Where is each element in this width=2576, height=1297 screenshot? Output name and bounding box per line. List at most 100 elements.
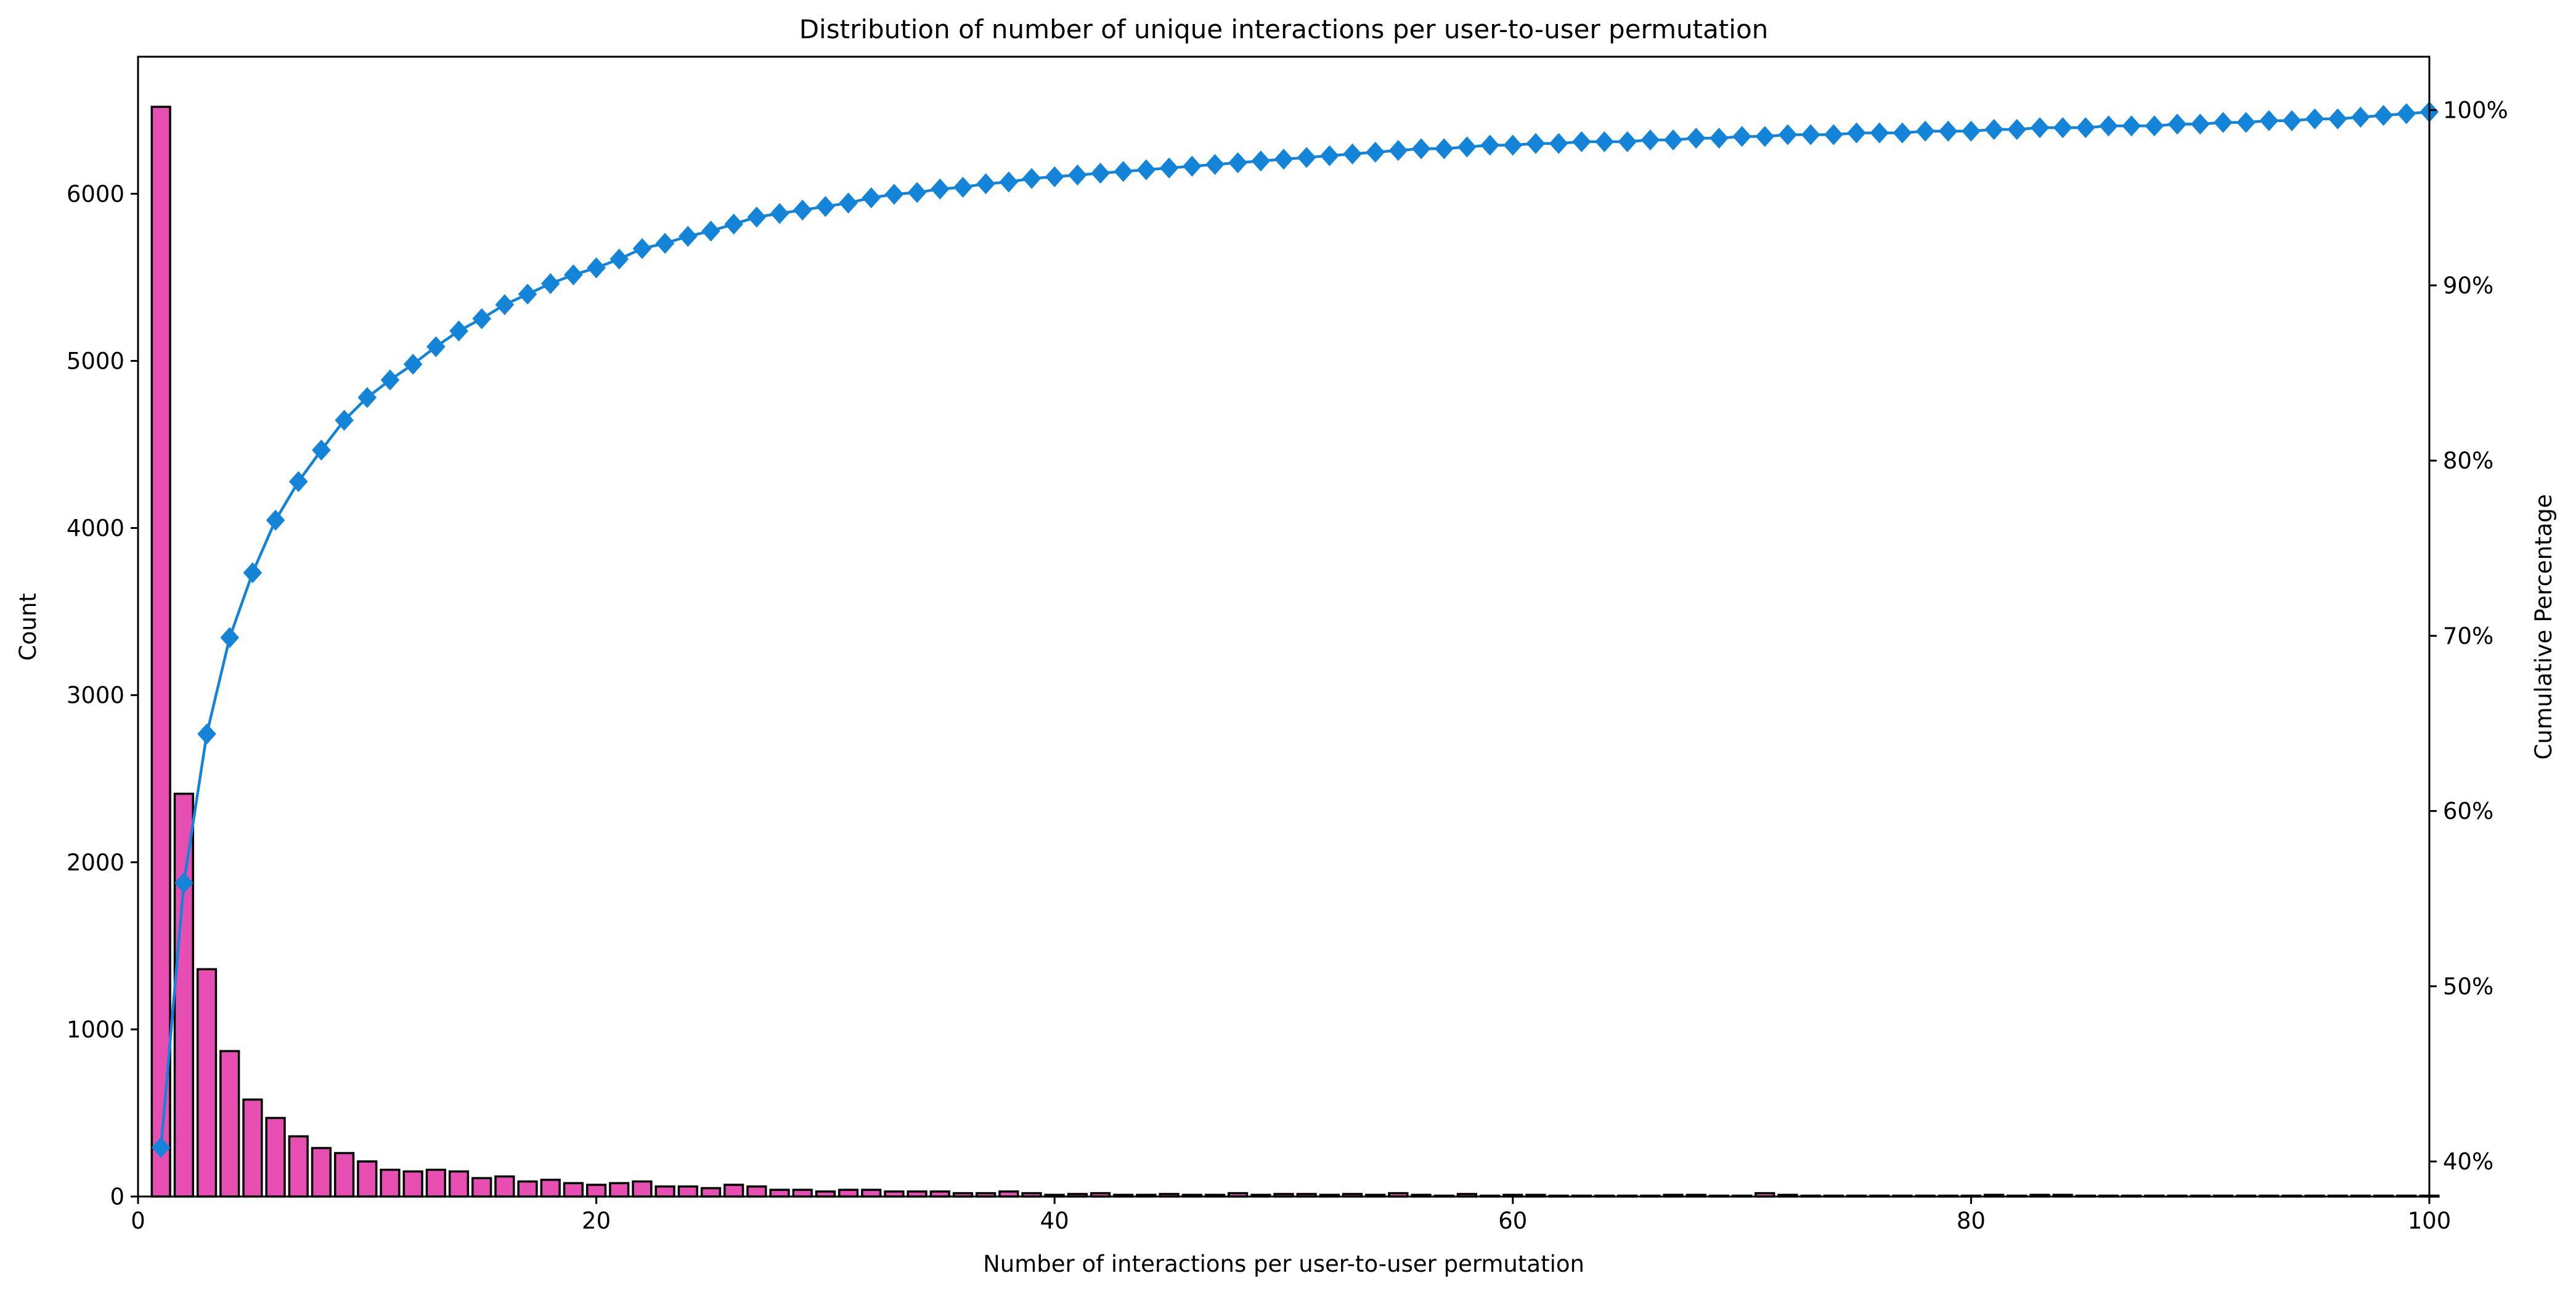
y2-tick-label: 70% [2443,623,2493,649]
count-bar [517,1180,538,1198]
cumulative-point [862,187,881,208]
cumulative-point [380,369,400,391]
cumulative-point [2145,115,2164,137]
cumulative-point [1480,134,1499,156]
cumulative-point [1251,150,1271,172]
count-bar [448,1170,470,1198]
count-bar [540,1179,561,1198]
cumulative-point [2099,115,2118,137]
count-bar [838,1189,859,1198]
count-bar [150,105,171,1198]
x-tick-label: 20 [582,1208,611,1234]
cumulative-point [220,627,240,648]
count-bar [471,1177,492,1198]
chart-title: Distribution of number of unique interac… [799,14,1769,44]
cumulative-point [839,192,858,214]
cumulative-point [1274,149,1294,170]
cumulative-point [1068,164,1087,186]
count-bar [609,1182,630,1198]
cumulative-point [1457,136,1477,158]
cumulative-point [1686,128,1706,149]
count-bar [494,1175,515,1198]
cumulative-point [724,213,743,235]
count-bar [585,1184,607,1198]
count-bar [357,1160,378,1198]
cumulative-point [816,196,835,218]
cumulative-point [1732,126,1751,147]
x-tick-label: 100 [2408,1208,2452,1234]
cumulative-point [2122,115,2141,137]
x-tick-label: 60 [1498,1208,1527,1234]
cumulative-point [564,264,583,285]
bars-layer [150,105,2440,1198]
y-axis-left: 0 1000 2000 3000 4000 5000 6000 [67,181,138,1210]
cumulative-point [472,308,491,329]
count-bar [563,1182,584,1198]
cumulative-point [1091,163,1110,184]
cumulative-point [793,199,812,221]
cumulative-point [1526,133,1546,154]
cumulative-point [426,336,446,358]
cumulative-point [2167,113,2187,135]
count-bar [746,1185,767,1198]
cumulative-point [1388,140,1408,162]
cumulative-point [540,273,560,295]
cumulative-point [1618,131,1637,152]
cumulative-point [1710,128,1729,149]
x-tick-label: 80 [1957,1208,1986,1234]
cumulative-point [2351,107,2370,128]
cumulative-point [1572,131,1591,152]
cumulative-point [1366,141,1385,163]
y-tick-label: 2000 [67,849,124,876]
count-bar [700,1187,722,1198]
cumulative-point [1962,120,1981,142]
cumulative-point [747,207,767,228]
cumulative-point [266,509,285,531]
cumulative-point [312,440,331,461]
count-bar [219,1050,240,1198]
cumulative-point [587,257,606,279]
cumulative-point [2190,113,2210,135]
y-tick-label: 3000 [67,682,124,709]
cumulative-point [931,178,950,200]
x-tick-label: 0 [131,1208,145,1234]
cumulative-point [1136,159,1156,181]
count-bar [402,1170,423,1198]
cumulative-point [884,184,904,205]
y-tick-label: 4000 [67,515,124,542]
cumulative-point [2374,105,2393,126]
cumulative-point [976,173,995,195]
cumulative-point [1641,129,1660,151]
cumulative-point [2259,110,2279,131]
cumulative-point [953,176,972,198]
cumulative-point [2030,117,2050,139]
count-bar [311,1147,332,1198]
cumulative-point [1022,168,1041,189]
y-tick-label: 5000 [67,348,124,374]
count-bar [196,968,218,1198]
y2-tick-label: 100% [2443,97,2508,124]
count-bar [380,1168,401,1198]
cumulative-point [679,226,698,247]
cumulative-point [495,294,515,316]
cumulative-point [2397,103,2416,125]
y-tick-label: 1000 [67,1017,124,1043]
count-bar [861,1189,882,1198]
cumulative-point [1984,118,2003,140]
cumulative-point [1801,124,1820,145]
count-bar [769,1189,790,1198]
cumulative-point [288,471,308,493]
cumulative-point [2076,117,2095,139]
cumulative-point [243,562,263,584]
cumulative-point [701,220,720,242]
cumulative-point [403,353,423,375]
cumulative-point [1297,147,1316,168]
cumulative-point [1114,161,1133,182]
y2-tick-label: 90% [2443,272,2493,299]
cumulative-point [1045,166,1064,187]
cumulative-point [1434,138,1454,160]
cumulative-point [151,1137,171,1158]
cumulative-point [1205,153,1225,175]
